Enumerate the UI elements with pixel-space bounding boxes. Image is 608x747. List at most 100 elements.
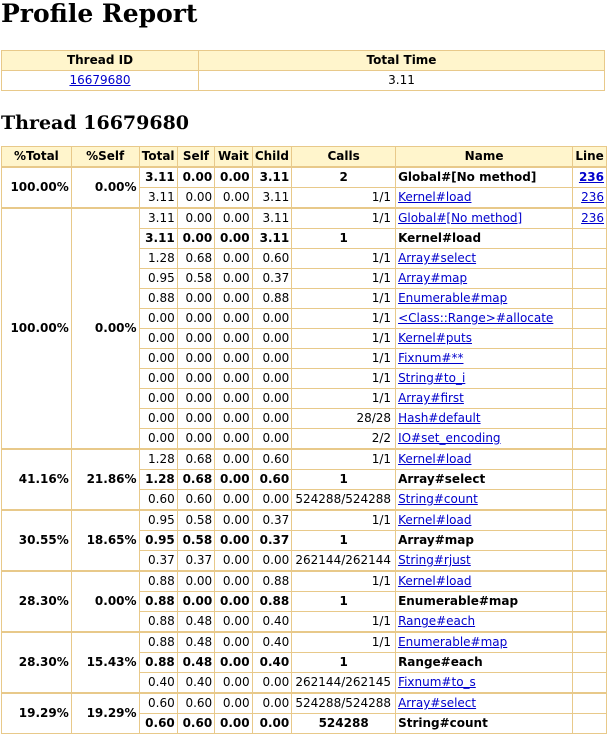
child-cell: 0.00 bbox=[251, 408, 293, 429]
pct-total-cell: 19.29% bbox=[1, 692, 72, 734]
total-cell: 0.88 bbox=[138, 611, 178, 633]
child-cell: 0.37 bbox=[251, 268, 293, 289]
total-cell: 0.60 bbox=[138, 713, 178, 734]
method-name: Array#select bbox=[398, 472, 486, 486]
line-cell bbox=[572, 469, 607, 490]
line-cell bbox=[572, 328, 607, 349]
line-cell bbox=[572, 530, 607, 551]
table-row: 28.30% 15.43% 0.88 0.48 0.00 0.40 1/1 Enumerabl… bbox=[1, 631, 607, 694]
wait-cell: 0.00 bbox=[214, 509, 253, 531]
name-cell: Enumerable#map bbox=[395, 288, 574, 309]
child-cell: 0.88 bbox=[251, 591, 293, 612]
name-cell: Global#[No method] bbox=[395, 166, 574, 188]
wait-cell: 0.00 bbox=[214, 489, 253, 511]
self-cell: 0.68 bbox=[176, 448, 216, 470]
method-link[interactable]: IO#set_encoding bbox=[398, 431, 501, 445]
calls-cell: 1/1 bbox=[291, 611, 397, 633]
wait-cell: 0.00 bbox=[214, 308, 253, 329]
method-link[interactable]: Kernel#load bbox=[398, 190, 472, 204]
header-self: Self bbox=[176, 146, 216, 168]
method-link[interactable]: Enumerable#map bbox=[398, 291, 508, 305]
pct-total-cell: 100.00% bbox=[1, 207, 72, 450]
self-cell: 0.48 bbox=[176, 631, 216, 653]
method-link[interactable]: Hash#default bbox=[398, 411, 481, 425]
name-cell: Kernel#load bbox=[395, 448, 574, 470]
wait-cell: 0.00 bbox=[214, 348, 253, 369]
calls-cell: 1/1 bbox=[291, 207, 397, 229]
name-cell: String#count bbox=[395, 713, 574, 734]
method-link[interactable]: Array#select bbox=[398, 251, 477, 265]
method-name: Array#map bbox=[398, 533, 474, 547]
method-link[interactable]: <Class::Range>#allocate bbox=[398, 311, 554, 325]
method-link[interactable]: Array#select bbox=[398, 696, 477, 710]
self-cell: 0.58 bbox=[176, 509, 216, 531]
wait-cell: 0.00 bbox=[214, 652, 253, 673]
method-link[interactable]: Fixnum#** bbox=[398, 351, 464, 365]
self-cell: 0.60 bbox=[176, 692, 216, 714]
method-link[interactable]: Array#first bbox=[398, 391, 464, 405]
total-cell: 0.95 bbox=[138, 530, 178, 551]
method-link[interactable]: String#to_i bbox=[398, 371, 466, 385]
method-link[interactable]: Kernel#load bbox=[398, 513, 472, 527]
line-cell bbox=[572, 611, 607, 633]
name-cell: Array#first bbox=[395, 388, 574, 409]
method-link[interactable]: Global#[No method] bbox=[398, 211, 523, 225]
pct-total-cell: 41.16% bbox=[1, 448, 72, 511]
line-link[interactable]: 236 bbox=[581, 211, 604, 225]
method-link[interactable]: Fixnum#to_s bbox=[398, 675, 476, 689]
name-cell: Fixnum#** bbox=[395, 348, 574, 369]
pct-total-cell: 28.30% bbox=[1, 570, 72, 633]
method-link[interactable]: Kernel#load bbox=[398, 452, 472, 466]
method-name: String#count bbox=[398, 716, 488, 730]
child-cell: 0.00 bbox=[251, 489, 293, 511]
calls-cell: 524288/524288 bbox=[291, 489, 397, 511]
child-cell: 0.40 bbox=[251, 652, 293, 673]
name-cell: Fixnum#to_s bbox=[395, 672, 574, 694]
line-link[interactable]: 236 bbox=[578, 170, 604, 184]
method-link[interactable]: Kernel#load bbox=[398, 574, 472, 588]
thread-id-link[interactable]: 16679680 bbox=[69, 73, 131, 87]
header-total: Total bbox=[138, 146, 178, 168]
child-cell: 0.37 bbox=[251, 509, 293, 531]
wait-cell: 0.00 bbox=[214, 368, 253, 389]
line-cell bbox=[572, 713, 607, 734]
self-cell: 0.37 bbox=[176, 550, 216, 572]
line-cell bbox=[572, 228, 607, 249]
total-cell: 0.00 bbox=[138, 328, 178, 349]
method-link[interactable]: String#count bbox=[398, 492, 478, 506]
header-name: Name bbox=[395, 146, 574, 168]
calls-cell: 1/1 bbox=[291, 187, 397, 209]
summary-table: Thread ID Total Time 16679680 3.11 bbox=[1, 50, 605, 91]
header-pct-total: %Total bbox=[1, 146, 72, 168]
wait-cell: 0.00 bbox=[214, 187, 253, 209]
line-cell: 236 bbox=[572, 187, 607, 209]
method-name: Global#[No method] bbox=[398, 170, 537, 184]
total-cell: 0.37 bbox=[138, 550, 178, 572]
line-cell bbox=[572, 308, 607, 329]
line-cell bbox=[572, 368, 607, 389]
method-link[interactable]: Kernel#puts bbox=[398, 331, 472, 345]
total-cell: 0.60 bbox=[138, 489, 178, 511]
line-cell bbox=[572, 448, 607, 470]
name-cell: Array#map bbox=[395, 530, 574, 551]
wait-cell: 0.00 bbox=[214, 631, 253, 653]
line-cell bbox=[572, 672, 607, 694]
method-link[interactable]: String#rjust bbox=[398, 553, 471, 567]
method-link[interactable]: Range#each bbox=[398, 614, 476, 628]
table-row: 1.28 0.68 0.00 0.60 1/1 Array#select bbox=[2, 248, 607, 269]
pct-total-cell: 100.00% bbox=[1, 166, 72, 209]
wait-cell: 0.00 bbox=[214, 288, 253, 309]
method-link[interactable]: Array#map bbox=[398, 271, 468, 285]
calls-cell: 262144/262145 bbox=[291, 672, 397, 694]
wait-cell: 0.00 bbox=[214, 328, 253, 349]
table-row: 0.00 0.00 0.00 0.00 1/1 Kernel#puts bbox=[2, 328, 607, 349]
calls-cell: 1/1 bbox=[291, 388, 397, 409]
self-cell: 0.00 bbox=[176, 428, 216, 450]
method-link[interactable]: Enumerable#map bbox=[398, 635, 508, 649]
calls-cell: 262144/262144 bbox=[291, 550, 397, 572]
table-row: 0.37 0.37 0.00 0.00 262144/262144 String#rjus… bbox=[2, 550, 607, 572]
calls-cell: 2/2 bbox=[291, 428, 397, 450]
child-cell: 0.60 bbox=[251, 248, 293, 269]
table-row: 0.88 0.00 0.00 0.88 1 Enumerable#map bbox=[2, 591, 607, 612]
line-link[interactable]: 236 bbox=[581, 190, 604, 204]
